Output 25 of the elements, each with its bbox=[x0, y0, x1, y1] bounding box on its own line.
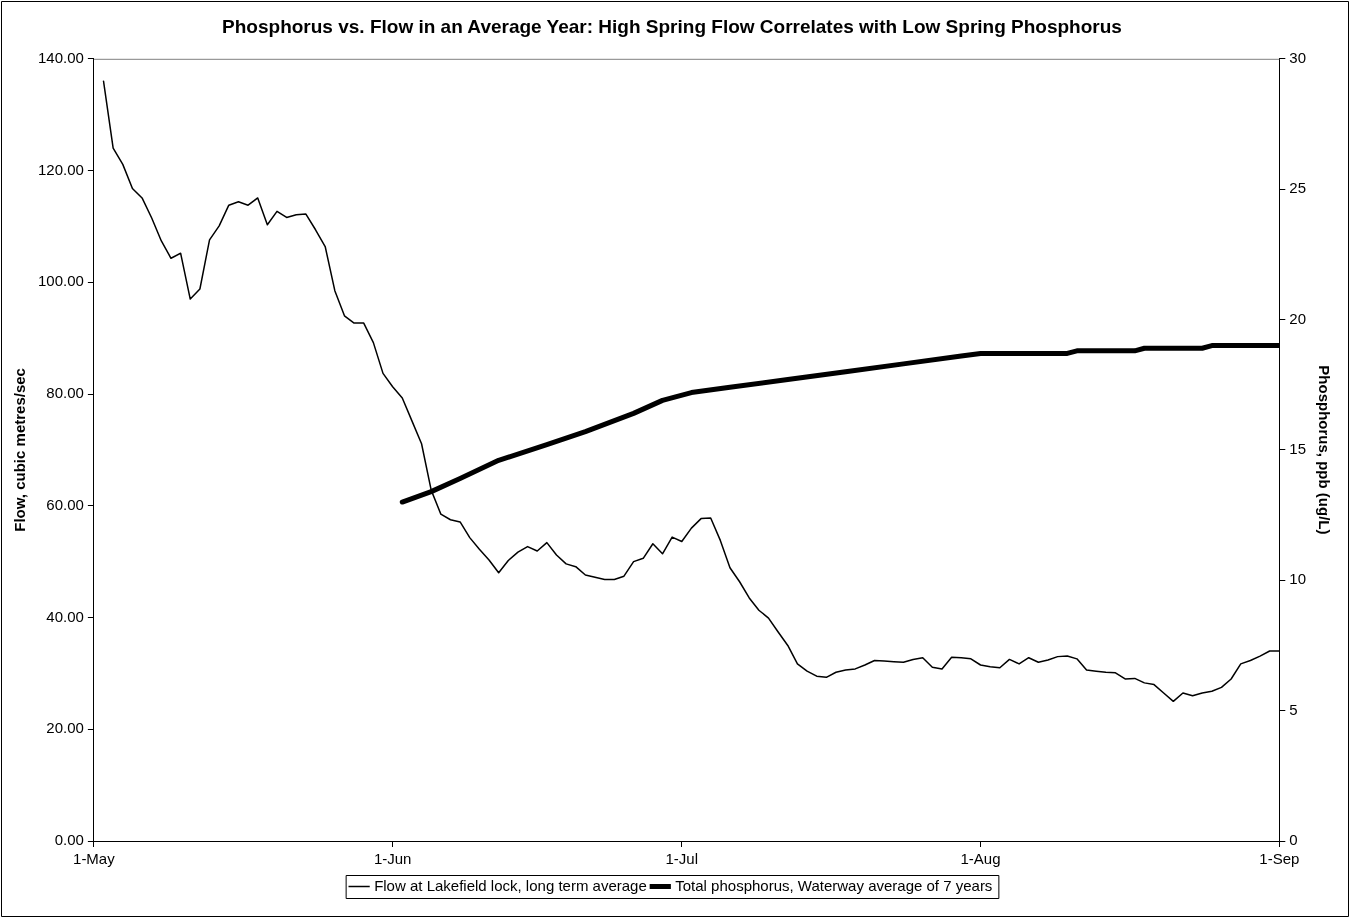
y2-tick-label: 10 bbox=[1289, 570, 1306, 588]
y-tick-label: 0.00 bbox=[54, 831, 84, 849]
y-tick-label: 40.00 bbox=[46, 607, 84, 625]
y2-tick-label: 0 bbox=[1289, 831, 1298, 849]
y-axis-title: Flow, cubic metres/sec bbox=[11, 368, 29, 532]
x-tick-label: 1-May bbox=[73, 850, 116, 868]
chart-title: Phosphorus vs. Flow in an Average Year: High Spring Flow Correlates with Low Spring Phosphorus bbox=[222, 15, 1122, 37]
y2-tick-label: 15 bbox=[1289, 440, 1306, 458]
legend-label: Flow at Lakefield lock, long term average bbox=[374, 876, 647, 894]
y2-tick-label: 20 bbox=[1289, 309, 1306, 327]
x-tick-label: 1-Jul bbox=[665, 850, 699, 868]
x-tick-label: 1-Jun bbox=[373, 850, 412, 868]
y-tick-label: 80.00 bbox=[46, 384, 84, 402]
y-tick-label: 120.00 bbox=[37, 160, 84, 178]
y2-tick-label: 30 bbox=[1289, 48, 1306, 66]
x-tick-label: 1-Sep bbox=[1259, 850, 1300, 868]
y-tick-label: 140.00 bbox=[37, 48, 84, 66]
y-tick-label: 60.00 bbox=[46, 495, 84, 513]
x-tick-label: 1-Aug bbox=[960, 850, 1001, 868]
legend-label: Total phosphorus, Waterway average of 7 years bbox=[675, 876, 993, 894]
y2-axis-title: Phosphorus, ppb (ug/L) bbox=[1315, 365, 1333, 535]
y-tick-label: 100.00 bbox=[37, 272, 84, 290]
y2-tick-label: 5 bbox=[1289, 700, 1298, 718]
y-tick-label: 20.00 bbox=[46, 719, 84, 737]
y2-tick-label: 25 bbox=[1289, 179, 1306, 197]
